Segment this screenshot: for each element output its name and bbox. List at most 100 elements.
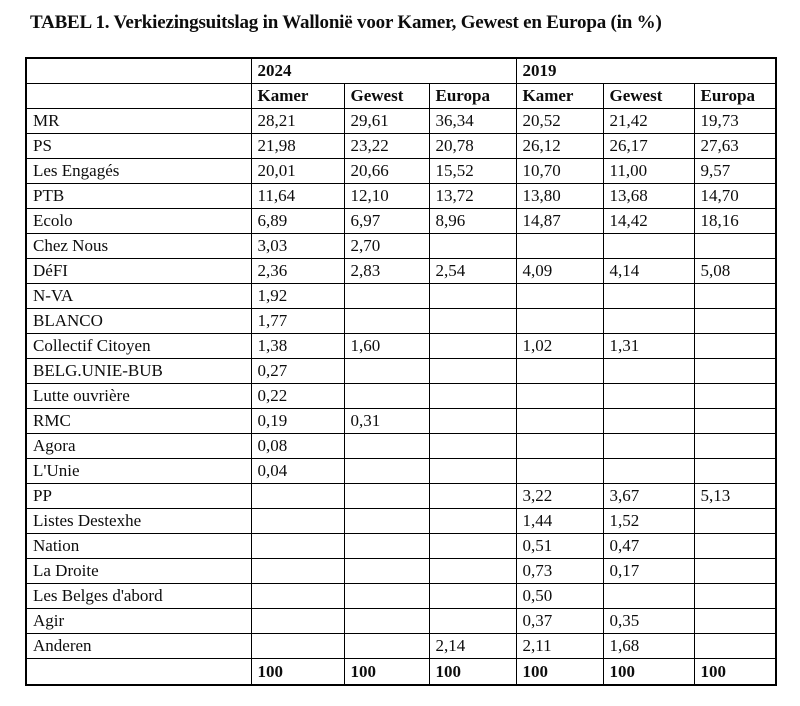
value-cell-kamer-2024: 11,64 xyxy=(250,183,345,209)
value-cell-gewest-2019: 26,17 xyxy=(602,133,695,159)
value-cell-europa-2019: 27,63 xyxy=(693,133,777,159)
table-row: BELG.UNIE-BUB 0,27 xyxy=(25,358,777,384)
party-name-cell xyxy=(25,658,252,686)
value-cell-gewest-2019 xyxy=(602,358,695,384)
value-cell-gewest-2019: 11,00 xyxy=(602,158,695,184)
value-cell-europa-2019 xyxy=(693,358,777,384)
value-cell-kamer-2024 xyxy=(250,508,345,534)
value-cell-europa-2019 xyxy=(693,558,777,584)
party-name-cell: MR xyxy=(25,108,252,134)
value-cell-kamer-2019: 20,52 xyxy=(515,108,604,134)
value-cell-gewest-2024: 0,31 xyxy=(343,408,430,434)
value-cell-kamer-2019 xyxy=(515,408,604,434)
party-name-cell: Les Belges d'abord xyxy=(25,583,252,609)
value-cell-kamer-2024 xyxy=(250,483,345,509)
value-cell-kamer-2024: 100 xyxy=(250,658,345,686)
value-cell-kamer-2019 xyxy=(515,283,604,309)
value-cell-gewest-2024 xyxy=(343,633,430,659)
value-cell-europa-2024: 8,96 xyxy=(428,208,517,234)
value-cell-kamer-2019 xyxy=(515,383,604,409)
table-row: Lutte ouvrière 0,22 xyxy=(25,383,777,409)
value-cell-kamer-2024: 1,77 xyxy=(250,308,345,334)
value-cell-europa-2024: 2,14 xyxy=(428,633,517,659)
value-cell-europa-2019 xyxy=(693,533,777,559)
value-cell-europa-2019 xyxy=(693,508,777,534)
value-cell-europa-2024 xyxy=(428,433,517,459)
subheader-europa-2024: Europa xyxy=(428,83,517,109)
value-cell-kamer-2019: 1,02 xyxy=(515,333,604,359)
value-cell-gewest-2024 xyxy=(343,558,430,584)
value-cell-gewest-2024 xyxy=(343,583,430,609)
value-cell-gewest-2024 xyxy=(343,308,430,334)
table-row: Agir 0,37 0,35 xyxy=(25,608,777,634)
value-cell-gewest-2019 xyxy=(602,233,695,259)
party-name-cell: Nation xyxy=(25,533,252,559)
value-cell-gewest-2019: 0,17 xyxy=(602,558,695,584)
table-row: Agora 0,08 xyxy=(25,433,777,459)
party-name-cell: PS xyxy=(25,133,252,159)
value-cell-gewest-2024 xyxy=(343,383,430,409)
value-cell-europa-2024 xyxy=(428,283,517,309)
value-cell-europa-2019 xyxy=(693,283,777,309)
value-cell-gewest-2024 xyxy=(343,458,430,484)
party-name-cell: N-VA xyxy=(25,283,252,309)
value-cell-europa-2019: 19,73 xyxy=(693,108,777,134)
value-cell-gewest-2024: 6,97 xyxy=(343,208,430,234)
value-cell-europa-2019: 5,13 xyxy=(693,483,777,509)
value-cell-kamer-2019: 0,37 xyxy=(515,608,604,634)
value-cell-kamer-2019 xyxy=(515,233,604,259)
value-cell-gewest-2019: 1,31 xyxy=(602,333,695,359)
value-cell-kamer-2019: 14,87 xyxy=(515,208,604,234)
value-cell-kamer-2019: 3,22 xyxy=(515,483,604,509)
year-header-row: 2024 2019 xyxy=(25,57,777,84)
election-results-table: 2024 2019 Kamer Gewest Europa Kamer Gewe… xyxy=(25,57,778,686)
value-cell-kamer-2024 xyxy=(250,558,345,584)
corner-empty-cell xyxy=(25,83,252,109)
value-cell-kamer-2019 xyxy=(515,358,604,384)
table-row: BLANCO 1,77 xyxy=(25,308,777,334)
value-cell-gewest-2019 xyxy=(602,458,695,484)
value-cell-europa-2019 xyxy=(693,608,777,634)
value-cell-kamer-2019 xyxy=(515,433,604,459)
value-cell-europa-2019 xyxy=(693,383,777,409)
value-cell-kamer-2024: 0,22 xyxy=(250,383,345,409)
value-cell-gewest-2019 xyxy=(602,383,695,409)
value-cell-gewest-2024: 29,61 xyxy=(343,108,430,134)
table-row: Ecolo 6,89 6,97 8,96 14,87 14,42 18,16 xyxy=(25,208,777,234)
value-cell-gewest-2019: 1,52 xyxy=(602,508,695,534)
value-cell-kamer-2024: 1,92 xyxy=(250,283,345,309)
value-cell-gewest-2024 xyxy=(343,433,430,459)
table-row: RMC 0,19 0,31 xyxy=(25,408,777,434)
table-row: DéFI 2,36 2,83 2,54 4,09 4,14 5,08 xyxy=(25,258,777,284)
value-cell-europa-2024 xyxy=(428,358,517,384)
value-cell-europa-2024 xyxy=(428,333,517,359)
value-cell-kamer-2019: 100 xyxy=(515,658,604,686)
value-cell-europa-2024: 100 xyxy=(428,658,517,686)
year-2019-header: 2019 xyxy=(515,57,777,84)
value-cell-europa-2019: 5,08 xyxy=(693,258,777,284)
table-row: Les Belges d'abord 0,50 xyxy=(25,583,777,609)
value-cell-kamer-2019: 13,80 xyxy=(515,183,604,209)
value-cell-europa-2024: 2,54 xyxy=(428,258,517,284)
value-cell-gewest-2019: 4,14 xyxy=(602,258,695,284)
value-cell-europa-2019: 9,57 xyxy=(693,158,777,184)
value-cell-gewest-2024: 100 xyxy=(343,658,430,686)
value-cell-kamer-2024 xyxy=(250,533,345,559)
value-cell-gewest-2024 xyxy=(343,483,430,509)
party-name-cell: PP xyxy=(25,483,252,509)
value-cell-gewest-2024: 1,60 xyxy=(343,333,430,359)
value-cell-kamer-2024: 20,01 xyxy=(250,158,345,184)
value-cell-europa-2024: 20,78 xyxy=(428,133,517,159)
table-row: Les Engagés 20,01 20,66 15,52 10,70 11,0… xyxy=(25,158,777,184)
value-cell-gewest-2019: 13,68 xyxy=(602,183,695,209)
value-cell-gewest-2019: 21,42 xyxy=(602,108,695,134)
value-cell-kamer-2024 xyxy=(250,608,345,634)
value-cell-europa-2024: 36,34 xyxy=(428,108,517,134)
value-cell-europa-2024 xyxy=(428,533,517,559)
subheader-gewest-2024: Gewest xyxy=(343,83,430,109)
subheader-gewest-2019: Gewest xyxy=(602,83,695,109)
party-name-cell: Ecolo xyxy=(25,208,252,234)
value-cell-gewest-2019: 0,47 xyxy=(602,533,695,559)
value-cell-europa-2024 xyxy=(428,308,517,334)
value-cell-europa-2019 xyxy=(693,233,777,259)
